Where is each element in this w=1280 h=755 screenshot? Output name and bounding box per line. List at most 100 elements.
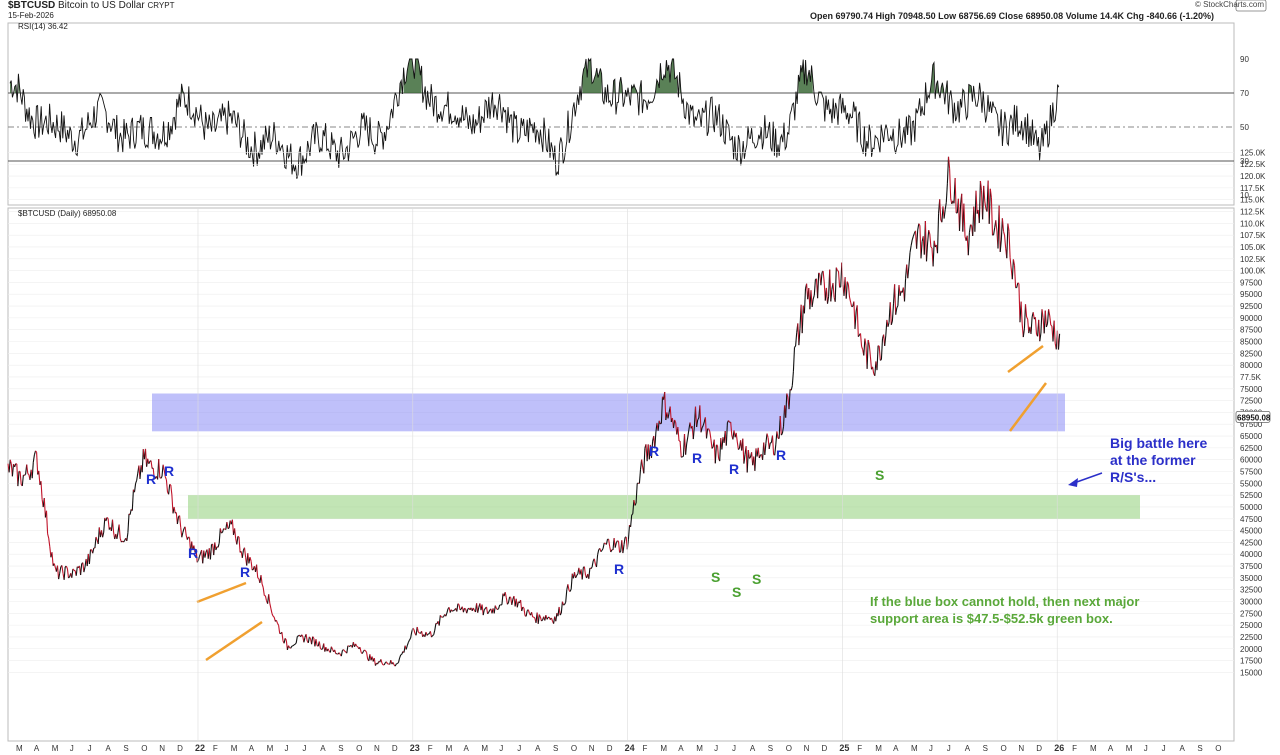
- price-segment: [939, 199, 942, 221]
- price-segment: [829, 269, 832, 302]
- price-segment: [595, 554, 599, 568]
- rsi-tick-label: 50: [1240, 123, 1249, 132]
- price-tick-label: 75000: [1240, 385, 1263, 394]
- x-tick-label: N: [159, 744, 165, 753]
- price-segment: [538, 614, 541, 618]
- price-segment: [786, 393, 789, 398]
- x-tick-label: M: [481, 744, 488, 753]
- price-segment: [711, 446, 714, 449]
- price-channel-line: [1009, 382, 1047, 432]
- price-segment: [221, 528, 225, 533]
- price-segment: [290, 645, 293, 649]
- price-segment: [1026, 316, 1029, 320]
- price-tick-label: 65000: [1240, 432, 1263, 441]
- x-tick-label: O: [356, 744, 362, 753]
- price-segment: [164, 476, 167, 480]
- price-segment: [569, 588, 572, 592]
- price-segment: [330, 646, 334, 650]
- price-segment: [696, 419, 699, 428]
- price-segment: [1022, 328, 1025, 338]
- rsi-overbought-fill: [10, 80, 12, 93]
- price-segment: [497, 608, 499, 611]
- price-segment: [1011, 259, 1014, 280]
- price-segment: [657, 420, 660, 431]
- price-segment: [725, 422, 728, 446]
- price-segment: [746, 450, 749, 473]
- price-segment: [930, 246, 933, 249]
- price-segment: [36, 452, 39, 475]
- price-segment: [634, 502, 637, 506]
- price-segment: [410, 631, 413, 639]
- price-segment: [846, 281, 849, 285]
- price-tick-label: 20000: [1240, 645, 1263, 654]
- price-segment: [446, 608, 449, 614]
- price-segment: [356, 645, 359, 648]
- price-segment: [735, 432, 738, 443]
- price-segment: [457, 603, 460, 606]
- price-segment: [674, 419, 677, 423]
- price-segment: [494, 605, 497, 609]
- price-segment: [608, 539, 611, 547]
- price-segment: [439, 615, 442, 618]
- rsi-panel-frame: [7, 22, 1235, 206]
- price-tick-label: 30000: [1240, 597, 1263, 606]
- price-tick-label: 122.5K: [1240, 160, 1266, 169]
- x-tick-label: M: [875, 744, 882, 753]
- x-tick-label: J: [285, 744, 289, 753]
- price-segment: [864, 338, 867, 346]
- price-segment: [575, 575, 578, 579]
- price-segment: [75, 566, 78, 576]
- price-segment: [667, 412, 670, 419]
- price-segment: [619, 551, 622, 553]
- price-segment: [708, 428, 711, 432]
- price-segment: [48, 538, 51, 547]
- rsi-overbought-fill: [798, 59, 813, 93]
- price-segment: [221, 531, 223, 534]
- price-segment: [758, 454, 761, 459]
- price-segment: [94, 536, 97, 549]
- price-segment: [236, 536, 239, 545]
- price-segment: [59, 566, 62, 574]
- annotation-arrowhead: [1068, 478, 1078, 487]
- x-tick-label: A: [965, 744, 971, 753]
- price-segment: [361, 651, 364, 654]
- x-tick-label: J: [929, 744, 933, 753]
- price-segment: [366, 652, 369, 660]
- x-tick-label: S: [338, 744, 343, 753]
- price-segment: [792, 347, 796, 372]
- price-segment: [456, 603, 459, 612]
- price-segment: [31, 462, 34, 479]
- x-tick-label: N: [804, 744, 810, 753]
- price-segment: [127, 513, 130, 533]
- x-tick-label: F: [428, 744, 433, 753]
- price-segment: [68, 576, 71, 579]
- price-segment: [558, 606, 561, 616]
- price-segment: [565, 589, 568, 603]
- price-segment: [522, 606, 525, 609]
- price-segment: [365, 650, 368, 653]
- x-tick-label: O: [786, 744, 792, 753]
- x-tick-label: A: [535, 744, 541, 753]
- price-segment: [583, 566, 587, 576]
- price-segment: [312, 636, 315, 639]
- price-segment: [307, 636, 310, 643]
- price-segment: [238, 536, 241, 553]
- price-segment: [186, 536, 189, 540]
- price-segment: [485, 606, 489, 614]
- price-tick-label: 25000: [1240, 621, 1263, 630]
- price-segment: [434, 623, 437, 631]
- price-segment: [643, 448, 646, 474]
- price-segment: [685, 443, 688, 455]
- x-tick-label: O: [1215, 744, 1221, 753]
- price-segment: [482, 609, 485, 616]
- price-segment: [80, 563, 83, 576]
- price-segment: [292, 644, 295, 647]
- resistance-marker: R: [146, 471, 156, 487]
- price-tick-label: 105.0K: [1240, 243, 1266, 252]
- x-tick-label: 24: [625, 743, 635, 753]
- price-segment: [869, 356, 873, 370]
- price-segment: [954, 177, 957, 214]
- price-segment: [88, 549, 92, 565]
- price-tick-label: 62500: [1240, 444, 1263, 453]
- price-segment: [714, 444, 717, 464]
